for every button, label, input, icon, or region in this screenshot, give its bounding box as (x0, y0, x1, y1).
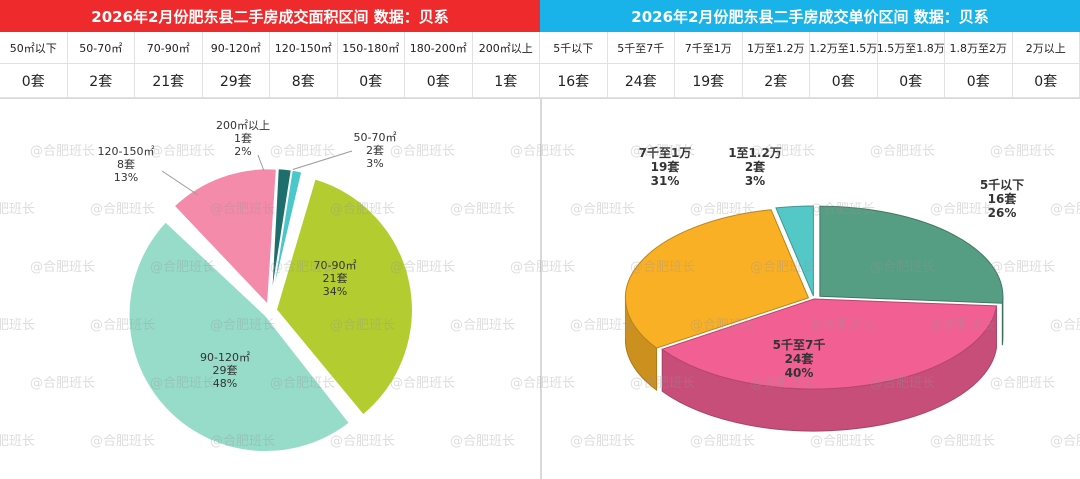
slice-label-line: 1套 (234, 132, 252, 145)
table-value-cell: 0套 (405, 64, 473, 97)
pie-slice (820, 206, 1003, 303)
table-header-cell: 120-150㎡ (270, 32, 338, 63)
slice-label-line: 21套 (323, 272, 348, 285)
table-value-cell: 16套 (540, 64, 608, 97)
table-header-cell: 70-90㎡ (135, 32, 203, 63)
table-header-cell: 2万以上 (1013, 32, 1080, 63)
slice-label-line: 7千至1万 (639, 145, 692, 160)
slice-label-line: 120-150㎡ (98, 145, 155, 158)
slice-label-line: 3% (745, 174, 765, 188)
table-value-cell: 2套 (743, 64, 811, 97)
slice-label-line: 40% (785, 366, 814, 380)
slice-label-line: 5千至7千 (773, 337, 826, 352)
table-value-cell: 21套 (135, 64, 203, 97)
slice-label-line: 5千以下 (980, 177, 1024, 192)
slice-label-line: 29套 (213, 364, 238, 377)
table-header-cell: 1万至1.2万 (743, 32, 811, 63)
table-value-cell: 8套 (270, 64, 338, 97)
slice-label-line: 48% (213, 377, 237, 390)
table-value-cell: 29套 (203, 64, 271, 97)
slice-label-line: 34% (323, 285, 347, 298)
table-value-cell: 0套 (338, 64, 406, 97)
slice-label-line: 8套 (117, 158, 135, 171)
table-header-cell: 1.2万至1.5万 (810, 32, 878, 63)
slice-label-line: 2套 (366, 144, 384, 157)
leader-line (288, 151, 352, 171)
table-header-cell: 50㎡以下 (0, 32, 68, 63)
table-value-cell: 2套 (68, 64, 136, 97)
slice-label-line: 19套 (651, 159, 681, 174)
table-header-cell: 1.5万至1.8万 (878, 32, 946, 63)
table-header-cell: 50-70㎡ (68, 32, 136, 63)
table-value-cell: 0套 (1013, 64, 1080, 97)
slice-label-line: 2套 (745, 159, 766, 174)
table-value-cell: 19套 (675, 64, 743, 97)
table-value-cell: 0套 (0, 64, 68, 97)
table-header-cell: 5千至7千 (608, 32, 676, 63)
slice-label-line: 31% (651, 174, 680, 188)
table-value-cell: 1套 (473, 64, 541, 97)
slice-label-line: 26% (988, 206, 1017, 220)
slice-label-line: 200㎡以上 (216, 119, 270, 132)
slice-label-line: 50-70㎡ (354, 131, 397, 144)
table-value-cell: 0套 (945, 64, 1013, 97)
slice-label-line: 24套 (785, 351, 815, 366)
price-title: 2026年2月份肥东县二手房成交单价区间 数据：贝系 (540, 0, 1080, 32)
slice-label-line: 90-120㎡ (200, 351, 250, 364)
table-header-cell: 1.8万至2万 (945, 32, 1013, 63)
slice-label-line: 3% (366, 157, 383, 170)
table-header-cell: 7千至1万 (675, 32, 743, 63)
leader-line (162, 171, 198, 195)
table-header-cell: 200㎡以上 (473, 32, 541, 63)
area-title: 2026年2月份肥东县二手房成交面积区间 数据：贝系 (0, 0, 540, 32)
slice-label-line: 1至1.2万 (728, 146, 782, 160)
table-value-cell: 0套 (810, 64, 878, 97)
table-value-cell: 0套 (878, 64, 946, 97)
table-header-cell: 90-120㎡ (203, 32, 271, 63)
table-header-cell: 5千以下 (540, 32, 608, 63)
table-header-cell: 180-200㎡ (405, 32, 473, 63)
table-header-cell: 150-180㎡ (338, 32, 406, 63)
slice-label-line: 13% (114, 171, 138, 184)
slice-label-line: 16套 (988, 191, 1018, 206)
table-value-cell: 24套 (608, 64, 676, 97)
slice-label-line: 70-90㎡ (314, 259, 357, 272)
slice-label-line: 2% (234, 145, 251, 158)
